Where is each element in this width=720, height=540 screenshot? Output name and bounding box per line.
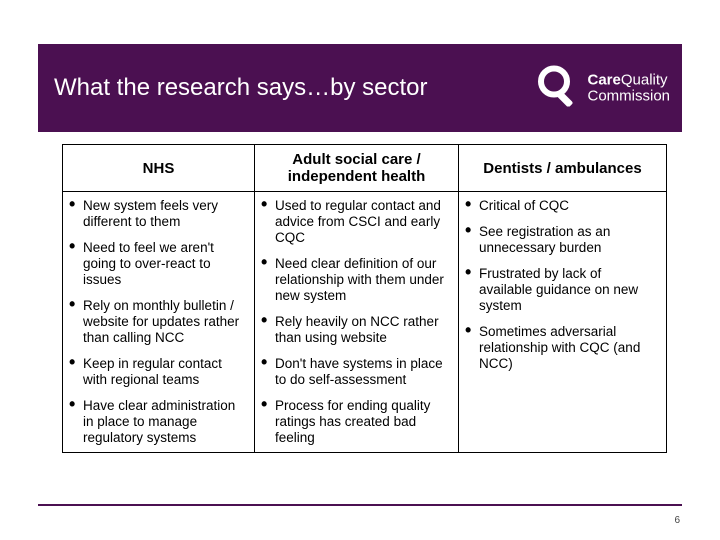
list-item: Need to feel we aren't going to over-rea… — [69, 240, 244, 288]
cell-nhs: New system feels very different to them … — [63, 192, 255, 453]
footer-rule — [38, 504, 682, 506]
col-header-asc: Adult social care / independent health — [255, 145, 459, 192]
col-header-nhs: NHS — [63, 145, 255, 192]
slide-title: What the research says…by sector — [54, 74, 427, 102]
list-item: Don't have systems in place to do self-a… — [261, 356, 448, 388]
list-item: See registration as an unnecessary burde… — [465, 224, 656, 256]
list-item: Critical of CQC — [465, 198, 656, 214]
slide: What the research says…by sector CareQua… — [0, 0, 720, 540]
cqc-logo: CareQuality Commission — [537, 65, 670, 112]
cell-dentists: Critical of CQC See registration as an u… — [459, 192, 667, 453]
list-item: Rely on monthly bulletin / website for u… — [69, 298, 244, 346]
magnifier-icon — [537, 65, 579, 112]
list-item: Process for ending quality ratings has c… — [261, 398, 448, 446]
col-header-dentists: Dentists / ambulances — [459, 145, 667, 192]
cell-asc: Used to regular contact and advice from … — [255, 192, 459, 453]
list-item: Frustrated by lack of available guidance… — [465, 266, 656, 314]
table-body-row: New system feels very different to them … — [63, 192, 667, 453]
page-number: 6 — [674, 515, 680, 526]
list-item: Have clear administration in place to ma… — [69, 398, 244, 446]
title-band: What the research says…by sector CareQua… — [38, 44, 682, 132]
list-item: New system feels very different to them — [69, 198, 244, 230]
list-item: Keep in regular contact with regional te… — [69, 356, 244, 388]
table-header-row: NHS Adult social care / independent heal… — [63, 145, 667, 192]
list-item: Sometimes adversarial relationship with … — [465, 324, 656, 372]
list-item: Rely heavily on NCC rather than using we… — [261, 314, 448, 346]
list-item: Need clear definition of our relationshi… — [261, 256, 448, 304]
logo-text: CareQuality Commission — [587, 72, 670, 104]
list-item: Used to regular contact and advice from … — [261, 198, 448, 246]
sector-table: NHS Adult social care / independent heal… — [62, 144, 666, 453]
